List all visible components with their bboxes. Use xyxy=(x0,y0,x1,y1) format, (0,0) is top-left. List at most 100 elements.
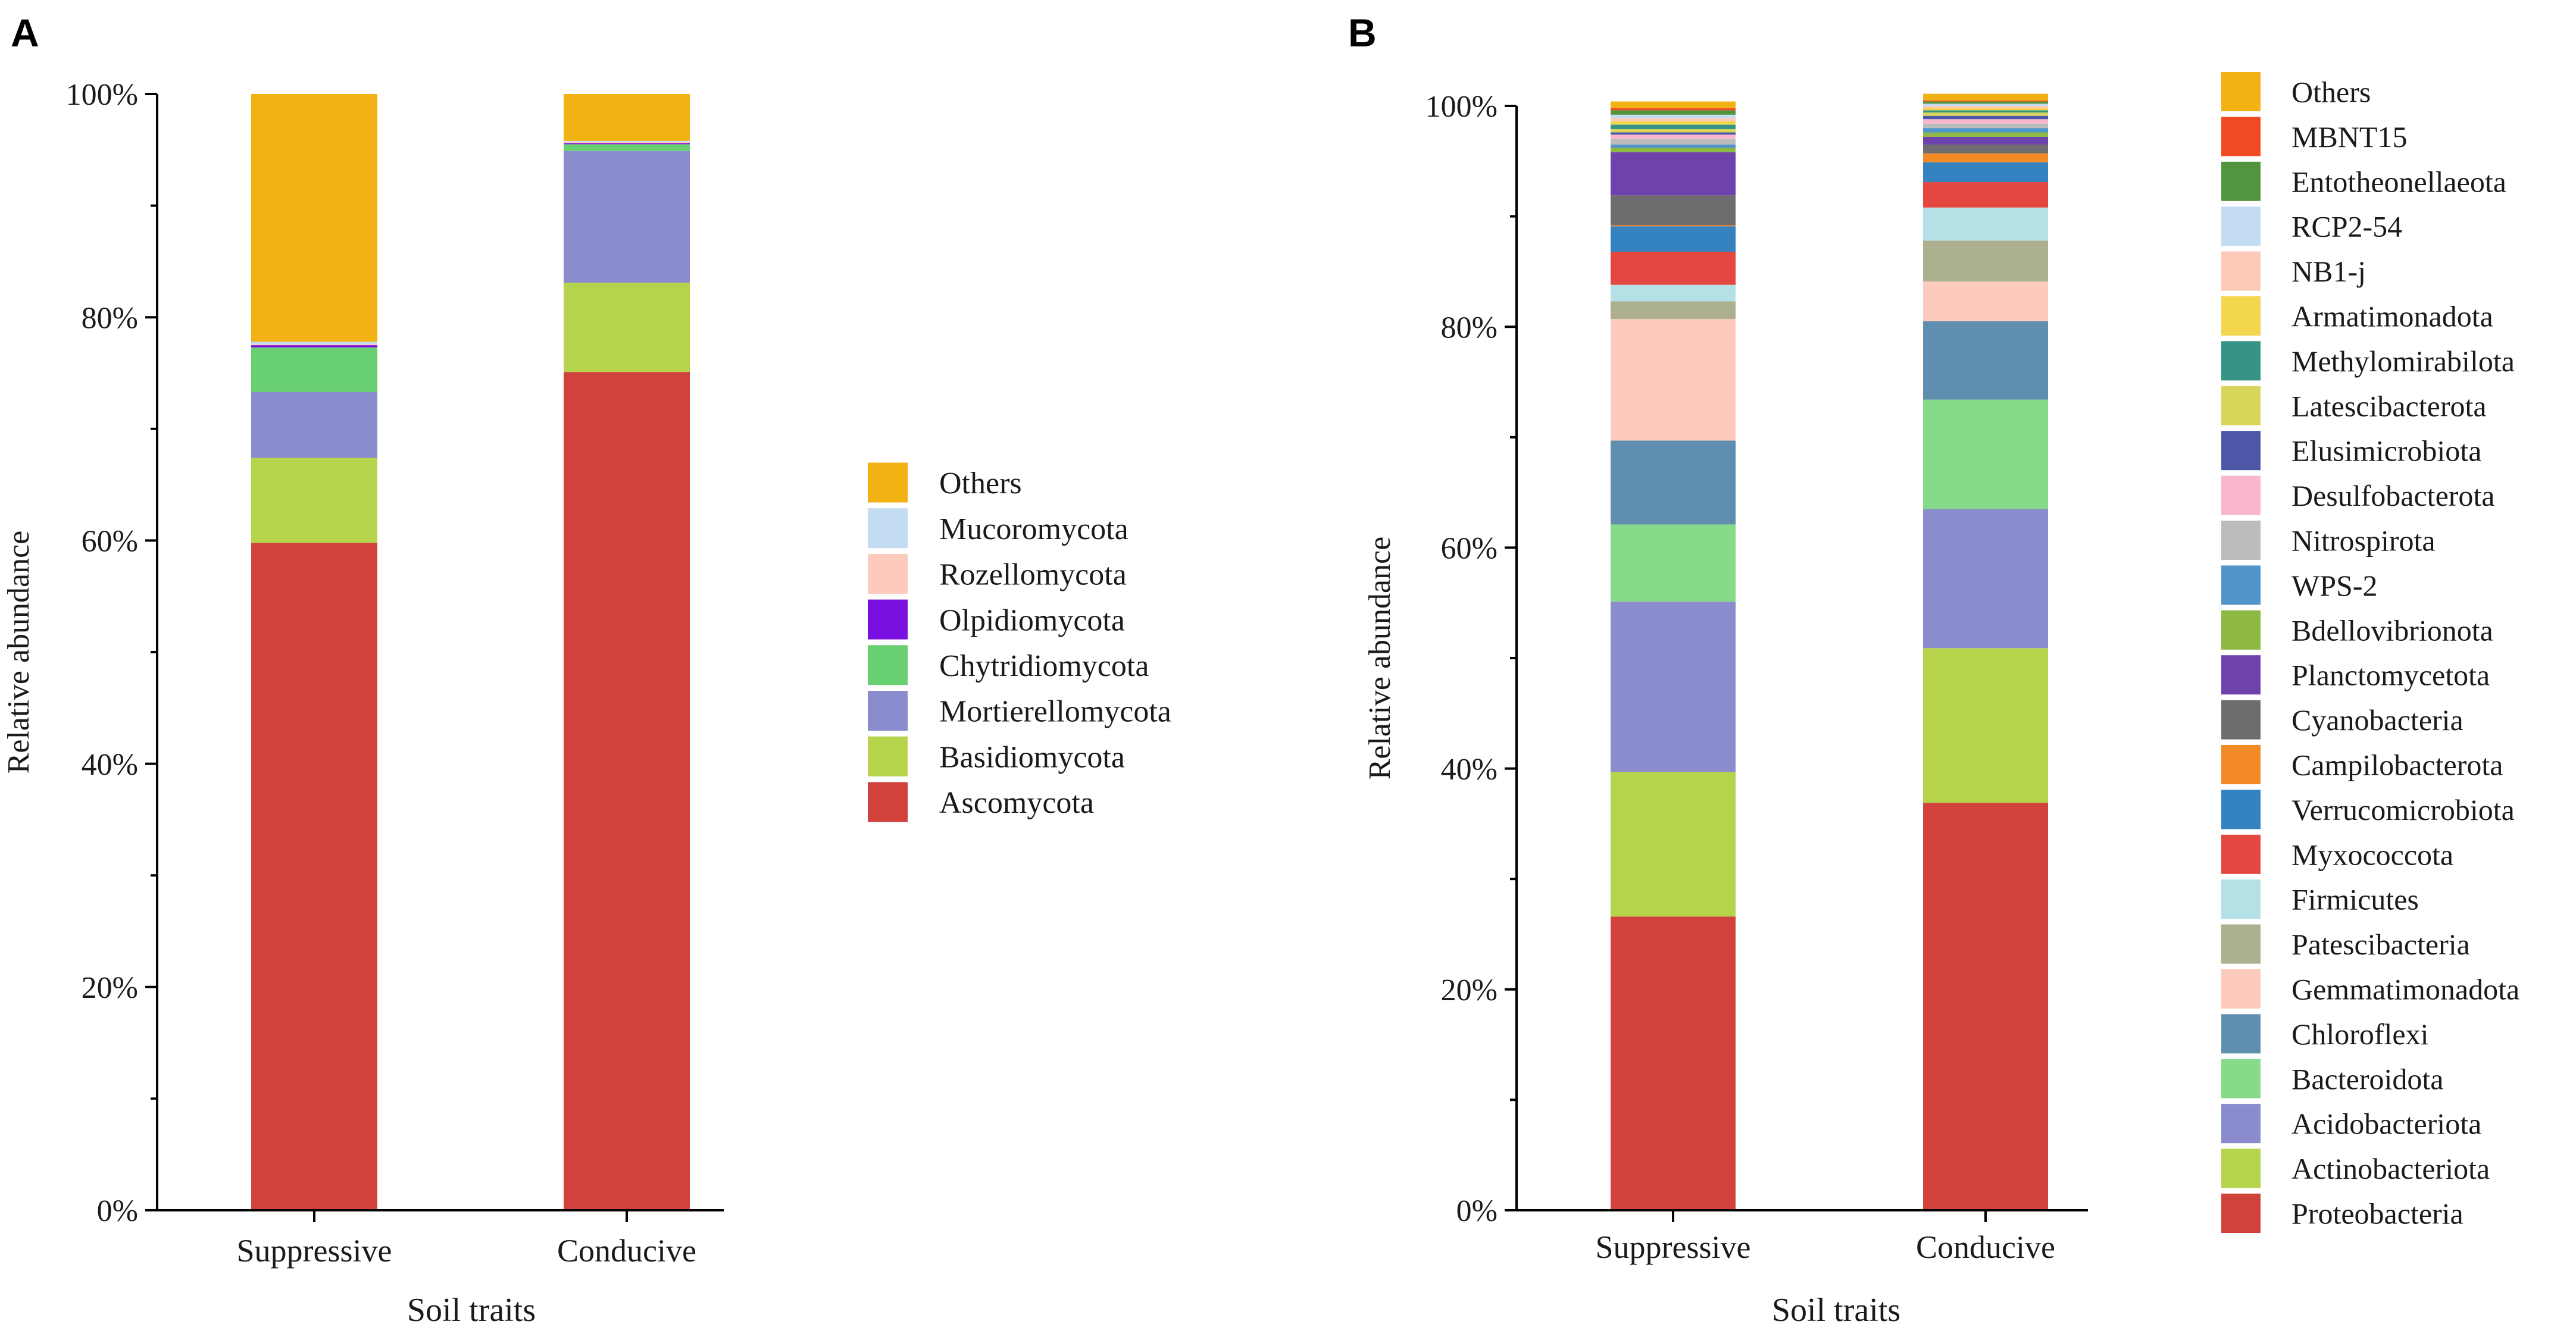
panel-b-legend-label-proteobacteria: Proteobacteria xyxy=(2291,1197,2464,1230)
panel-b-bar-segment-patescibacteria-conducive xyxy=(1923,240,2048,282)
panel-b-bar-segment-verrucomicrobiota-conducive xyxy=(1923,162,2048,183)
panel-b-bar-segment-planctomycetota-conducive xyxy=(1923,136,2048,145)
panel-b-y-tick-label: 40% xyxy=(1441,753,1498,787)
panel-a-legend-label-mortierellomycota: Mortierellomycota xyxy=(939,695,1171,729)
panel-b-bar-segment-verrucomicrobiota-suppressive xyxy=(1611,226,1736,252)
panel-b-bar-segment-cyanobacteria-suppressive xyxy=(1611,195,1736,226)
panel-a-legend-swatch-others xyxy=(868,462,908,503)
panel-b-legend-label-bacteroidota: Bacteroidota xyxy=(2291,1062,2443,1095)
panel-b-bar-segment-others-conducive xyxy=(1923,93,2048,101)
panel-b-legend-swatch-actinobacteriota xyxy=(2221,1148,2261,1188)
panel-b-bar-segment-gemmatimonadota-conducive xyxy=(1923,281,2048,321)
panel-b-legend-label-desulfobacterota: Desulfobacterota xyxy=(2291,479,2495,512)
panel-a-bar-segment-ascomycota-suppressive xyxy=(251,543,377,1210)
panel-b-legend-swatch-entotheonellaeota xyxy=(2221,161,2261,201)
panel-a-bar-segment-chytridiomycota-conducive xyxy=(564,144,690,151)
panel-b-legend-label-chloroflexi: Chloroflexi xyxy=(2291,1017,2429,1051)
panel-a-bar-segment-others-conducive xyxy=(564,94,690,141)
panel-b-bar-segment-methylomirabilota-suppressive xyxy=(1611,124,1736,129)
panel-b-bar-segment-patescibacteria-suppressive xyxy=(1611,301,1736,320)
panel-b-legend-swatch-cyanobacteria xyxy=(2221,700,2261,740)
panel-b-legend-swatch-campilobacterota xyxy=(2221,745,2261,784)
panel-b-x-tick-label-conducive: Conducive xyxy=(1916,1229,2055,1265)
panel-b-legend-swatch-others xyxy=(2221,72,2261,111)
panel-b-bar-segment-nitrospirota-conducive xyxy=(1923,123,2048,129)
panel-b-bar-segment-armatimonadota-suppressive xyxy=(1611,121,1736,125)
panel-b-y-ticks: 0% 20% 40% 60% 80% 100% xyxy=(1425,90,1517,1228)
panel-b-bar-segment-planctomycetota-suppressive xyxy=(1611,152,1736,196)
panel-a-y-ticks: 0% 20% 40% 60% 80% 100% xyxy=(66,78,157,1228)
panel-b-legend-swatch-nb1-j xyxy=(2221,251,2261,291)
panel-b-legend-label-nb1-j: NB1-j xyxy=(2291,255,2366,288)
panel-a-bar-segment-olpidiomycota-conducive xyxy=(564,143,690,145)
panel-b-bar-segment-bdellovibrionota-suppressive xyxy=(1611,148,1736,152)
panel-a-x-axis-title: Soil traits xyxy=(407,1292,536,1329)
panel-b-legend-swatch-armatimonadota xyxy=(2221,296,2261,336)
panel-b-bar-segment-rcp2-54-suppressive xyxy=(1611,114,1736,118)
panel-b-legend-swatch-nitrospirota xyxy=(2221,521,2261,560)
panel-b-legend-swatch-bdellovibrionota xyxy=(2221,610,2261,650)
panel-b-bar-segment-desulfobacterota-suppressive xyxy=(1611,134,1736,139)
panel-b-bar-segment-proteobacteria-suppressive xyxy=(1611,916,1736,1210)
panel-b-bar-segment-entotheonellaeota-suppressive xyxy=(1611,110,1736,115)
panel-b-y-tick-label: 80% xyxy=(1441,311,1498,345)
panel-b: B 0% 20% 40% 60% 80% 100% Suppressive Conduciv… xyxy=(1348,11,2519,1329)
panel-b-bar-segment-latescibacterota-conducive xyxy=(1923,112,2048,116)
panel-b-x-ticks: Suppressive Conducive xyxy=(1596,1210,2055,1265)
panel-b-bar-segment-campilobacterota-suppressive xyxy=(1611,225,1736,227)
panel-b-legend-label-acidobacteriota: Acidobacteriota xyxy=(2291,1107,2481,1141)
panel-b-legend-swatch-chloroflexi xyxy=(2221,1014,2261,1054)
panel-b-bar-segment-bdellovibrionota-conducive xyxy=(1923,132,2048,137)
panel-b-legend-label-verrucomicrobiota: Verrucomicrobiota xyxy=(2291,793,2515,826)
panel-a-bar-segment-mucoromycota-conducive xyxy=(564,140,690,142)
panel-b-bar-segment-others-suppressive xyxy=(1611,101,1736,108)
panel-b-legend-label-mbnt15: MBNT15 xyxy=(2291,120,2407,154)
panel-a-legend-label-olpidiomycota: Olpidiomycota xyxy=(939,603,1125,637)
panel-b-bar-segment-firmicutes-suppressive xyxy=(1611,284,1736,302)
panel-a-y-axis-title: Relative abundance xyxy=(2,531,36,774)
panel-b-legend-label-cyanobacteria: Cyanobacteria xyxy=(2291,703,2464,737)
panel-b-bar-segment-acidobacteriota-conducive xyxy=(1923,509,2048,649)
panel-b-legend-swatch-firmicutes xyxy=(2221,879,2261,919)
panel-a-legend-swatch-basidiomycota xyxy=(868,736,908,776)
panel-a-bar-segment-mortierellomycota-suppressive xyxy=(251,392,377,458)
panel-b-bar-segment-gemmatimonadota-suppressive xyxy=(1611,319,1736,441)
panel-label-a: A xyxy=(11,11,39,55)
panel-b-legend-label-bdellovibrionota: Bdellovibrionota xyxy=(2291,613,2493,647)
panel-b-bar-segment-armatimonadota-conducive xyxy=(1923,108,2048,111)
panel-b-legend-swatch-myxococcota xyxy=(2221,834,2261,874)
panel-b-bar-segment-actinobacteriota-suppressive xyxy=(1611,772,1736,917)
panel-b-legend-label-elusimicrobiota: Elusimicrobiota xyxy=(2291,434,2481,468)
panel-b-bar-segment-mbnt15-suppressive xyxy=(1611,108,1736,111)
panel-b-bar-segment-campilobacterota-conducive xyxy=(1923,153,2048,162)
panel-a-y-tick-label: 80% xyxy=(82,301,138,335)
panel-b-legend-swatch-proteobacteria xyxy=(2221,1194,2261,1233)
panel-b-y-tick-label: 60% xyxy=(1441,532,1498,566)
panel-b-legend-label-campilobacterota: Campilobacterota xyxy=(2291,749,2503,782)
panel-a-bar-segment-mucoromycota-suppressive xyxy=(251,342,377,345)
panel-b-bar-segment-cyanobacteria-conducive xyxy=(1923,144,2048,154)
panel-b-legend-swatch-planctomycetota xyxy=(2221,655,2261,695)
panel-a-legend-label-rozellomycota: Rozellomycota xyxy=(939,558,1127,592)
panel-b-bar-segment-latescibacterota-suppressive xyxy=(1611,129,1736,133)
panel-b-bar-segment-myxococcota-suppressive xyxy=(1611,251,1736,285)
panel-a-x-tick-label-conducive: Conducive xyxy=(557,1233,696,1269)
panel-b-legend-label-myxococcota: Myxococcota xyxy=(2291,838,2453,871)
panel-b-legend-label-nitrospirota: Nitrospirota xyxy=(2291,524,2436,558)
panel-b-bar-segment-nb1-j-suppressive xyxy=(1611,118,1736,121)
panel-b-legend-swatch-gemmatimonadota xyxy=(2221,969,2261,1009)
panel-b-legend: Others MBNT15 Entotheonellaeota RCP2-54 NB1-… xyxy=(2221,72,2519,1233)
panel-a-bar-segment-others-suppressive xyxy=(251,94,377,342)
panel-b-legend-label-actinobacteriota: Actinobacteriota xyxy=(2291,1152,2490,1185)
panel-b-x-tick-label-suppressive: Suppressive xyxy=(1596,1229,1751,1265)
panel-a-bar-segment-mortierellomycota-conducive xyxy=(564,151,690,283)
panel-a-bar-segment-rozellomycota-conducive xyxy=(564,142,690,143)
panel-b-legend-label-wps-2: WPS-2 xyxy=(2291,569,2377,602)
panel-a-legend-label-ascomycota: Ascomycota xyxy=(939,786,1094,820)
panel-b-bar-segment-acidobacteriota-suppressive xyxy=(1611,602,1736,772)
panel-b-bar-segment-firmicutes-conducive xyxy=(1923,207,2048,241)
panel-b-legend-label-planctomycetota: Planctomycetota xyxy=(2291,659,2490,692)
panel-a-bar-segment-basidiomycota-conducive xyxy=(564,283,690,372)
